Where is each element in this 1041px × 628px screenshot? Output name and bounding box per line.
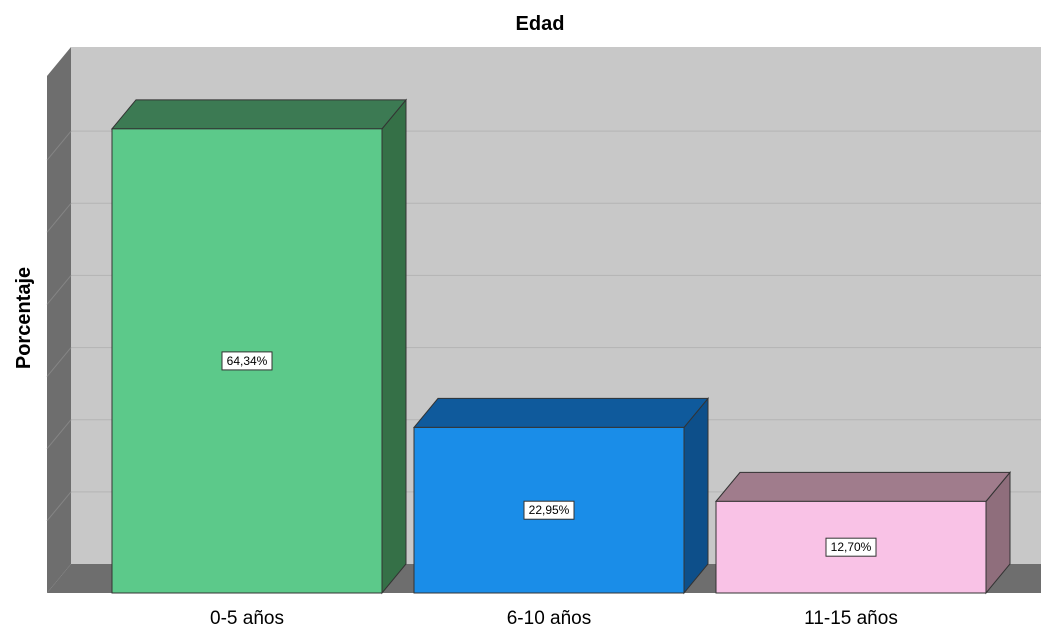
bar-1: 64,34% (110, 98, 408, 595)
y-axis-label: Porcentaje (13, 267, 35, 369)
bar-2: 22,95% (412, 397, 710, 595)
data-label: 12,70% (831, 540, 872, 554)
gridline-side (46, 491, 72, 522)
x-tick-label: 0-5 años (210, 608, 284, 628)
x-axis-ticks: 0-5 años 6-10 años 11-15 años (210, 608, 898, 628)
bar-side (683, 397, 709, 595)
gridline-side (46, 202, 72, 233)
data-label-box (825, 537, 877, 557)
bar-side (381, 98, 407, 595)
gridline-side (46, 347, 72, 377)
data-label: 22,95% (529, 503, 570, 517)
bar-top (714, 471, 1012, 502)
gridline-side (46, 275, 72, 305)
gridline-side (46, 419, 72, 450)
bar-top (412, 397, 710, 428)
data-label-box (523, 500, 575, 520)
x-tick-label: 6-10 años (507, 608, 592, 628)
x-tick-label: 11-15 años (804, 608, 898, 628)
data-label: 64,34% (227, 354, 268, 368)
gridline-side (46, 130, 72, 161)
bars-group: 64,34% 22,95% 12,70% (110, 98, 1012, 595)
data-label-box (221, 351, 273, 371)
side-wall (47, 47, 71, 593)
bar-3: 12,70% (714, 470, 1012, 595)
bar-top (110, 99, 408, 130)
chart-title: Edad (516, 13, 565, 35)
